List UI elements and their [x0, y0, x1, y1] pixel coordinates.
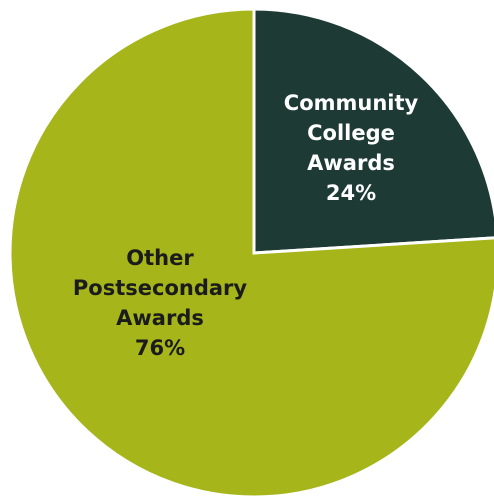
pie-slices: [8, 7, 494, 499]
pie-slice-0: [252, 7, 494, 255]
slice-category-label: Other: [126, 246, 194, 270]
pie-labels: Community College Awards 24% Other Postsecond…: [73, 91, 419, 360]
slice-category-label: Community: [284, 91, 419, 115]
slice-category-label: Awards: [116, 306, 204, 330]
pie-slice-1: [8, 7, 494, 499]
slice-value-label: 76%: [135, 336, 185, 360]
slice-category-label: Awards: [307, 151, 395, 175]
pie-slice-label-0: Community College Awards 24%: [284, 91, 419, 205]
slice-category-label: College: [307, 121, 395, 145]
pie-slice-label-1: Other Postsecondary Awards 76%: [73, 246, 247, 360]
slice-category-label: Postsecondary: [73, 276, 247, 300]
slice-value-label: 24%: [326, 181, 376, 205]
